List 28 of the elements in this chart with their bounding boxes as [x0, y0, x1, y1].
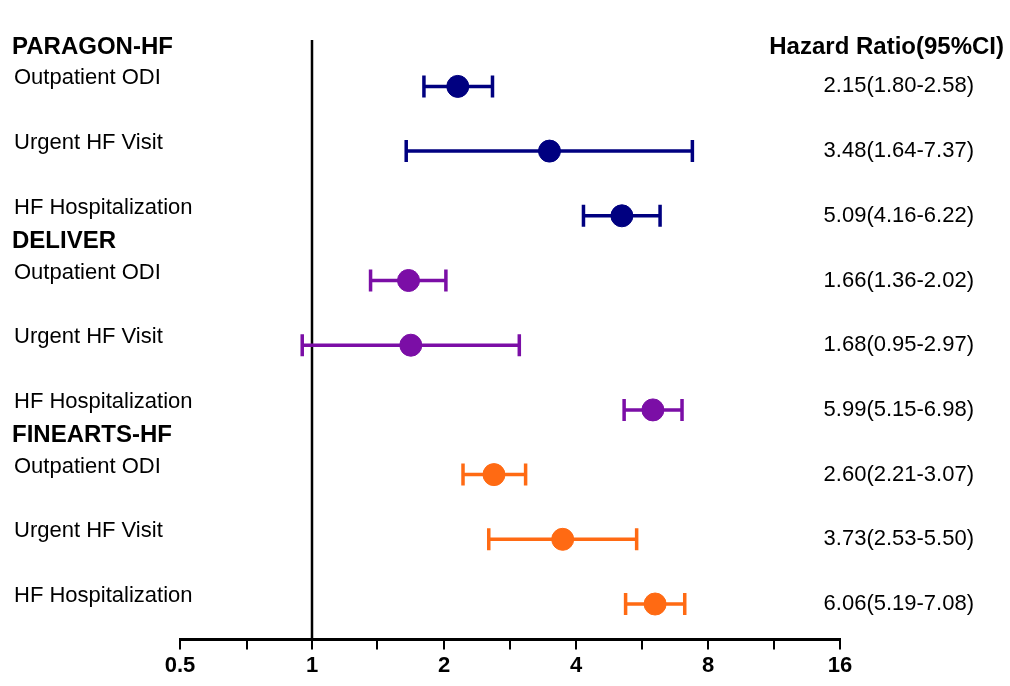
text: DELIVER — [12, 226, 117, 254]
x-tick-label: 1 — [305, 651, 319, 677]
y-tick-label: Urgent HF Visit — [14, 517, 163, 543]
y-tick-label: HF Hospitalization — [14, 193, 193, 219]
y-tick-label: HF Hospitalization — [14, 582, 193, 608]
data-label: 6.06(5.19-7.08) — [823, 590, 974, 616]
y-tick-label: Outpatient ODI — [14, 258, 161, 284]
y-tick-label: Urgent HF Visit — [14, 129, 163, 155]
x-tick-label: 16 — [827, 651, 853, 677]
data-label: 2.15(1.80-2.58) — [823, 72, 974, 98]
data-label: 5.09(4.16-6.22) — [823, 201, 974, 227]
x-tick-label: 8 — [701, 651, 715, 677]
text: FINEARTS-HF — [12, 420, 172, 448]
x-tick-label: 0.5 — [164, 651, 196, 677]
x-tick-label: 4 — [569, 651, 583, 677]
data-label: 1.68(0.95-2.97) — [823, 331, 974, 357]
y-tick-label: Urgent HF Visit — [14, 323, 163, 349]
y-tick-label: Outpatient ODI — [14, 452, 161, 478]
y-tick-label: HF Hospitalization — [14, 387, 193, 413]
text: PARAGON-HF — [12, 32, 173, 60]
data-label: 1.66(1.36-2.02) — [823, 266, 974, 292]
data-label: 3.48(1.64-7.37) — [823, 137, 974, 163]
y-tick-label: Outpatient ODI — [14, 64, 161, 90]
data-label: 3.73(2.53-5.50) — [823, 525, 974, 551]
data-label: 5.99(5.15-6.98) — [823, 395, 974, 421]
annotation: Hazard Ratio(95%CI) — [769, 32, 1004, 60]
data-label: 2.60(2.21-3.07) — [823, 460, 974, 486]
x-tick-label: 2 — [437, 651, 451, 677]
